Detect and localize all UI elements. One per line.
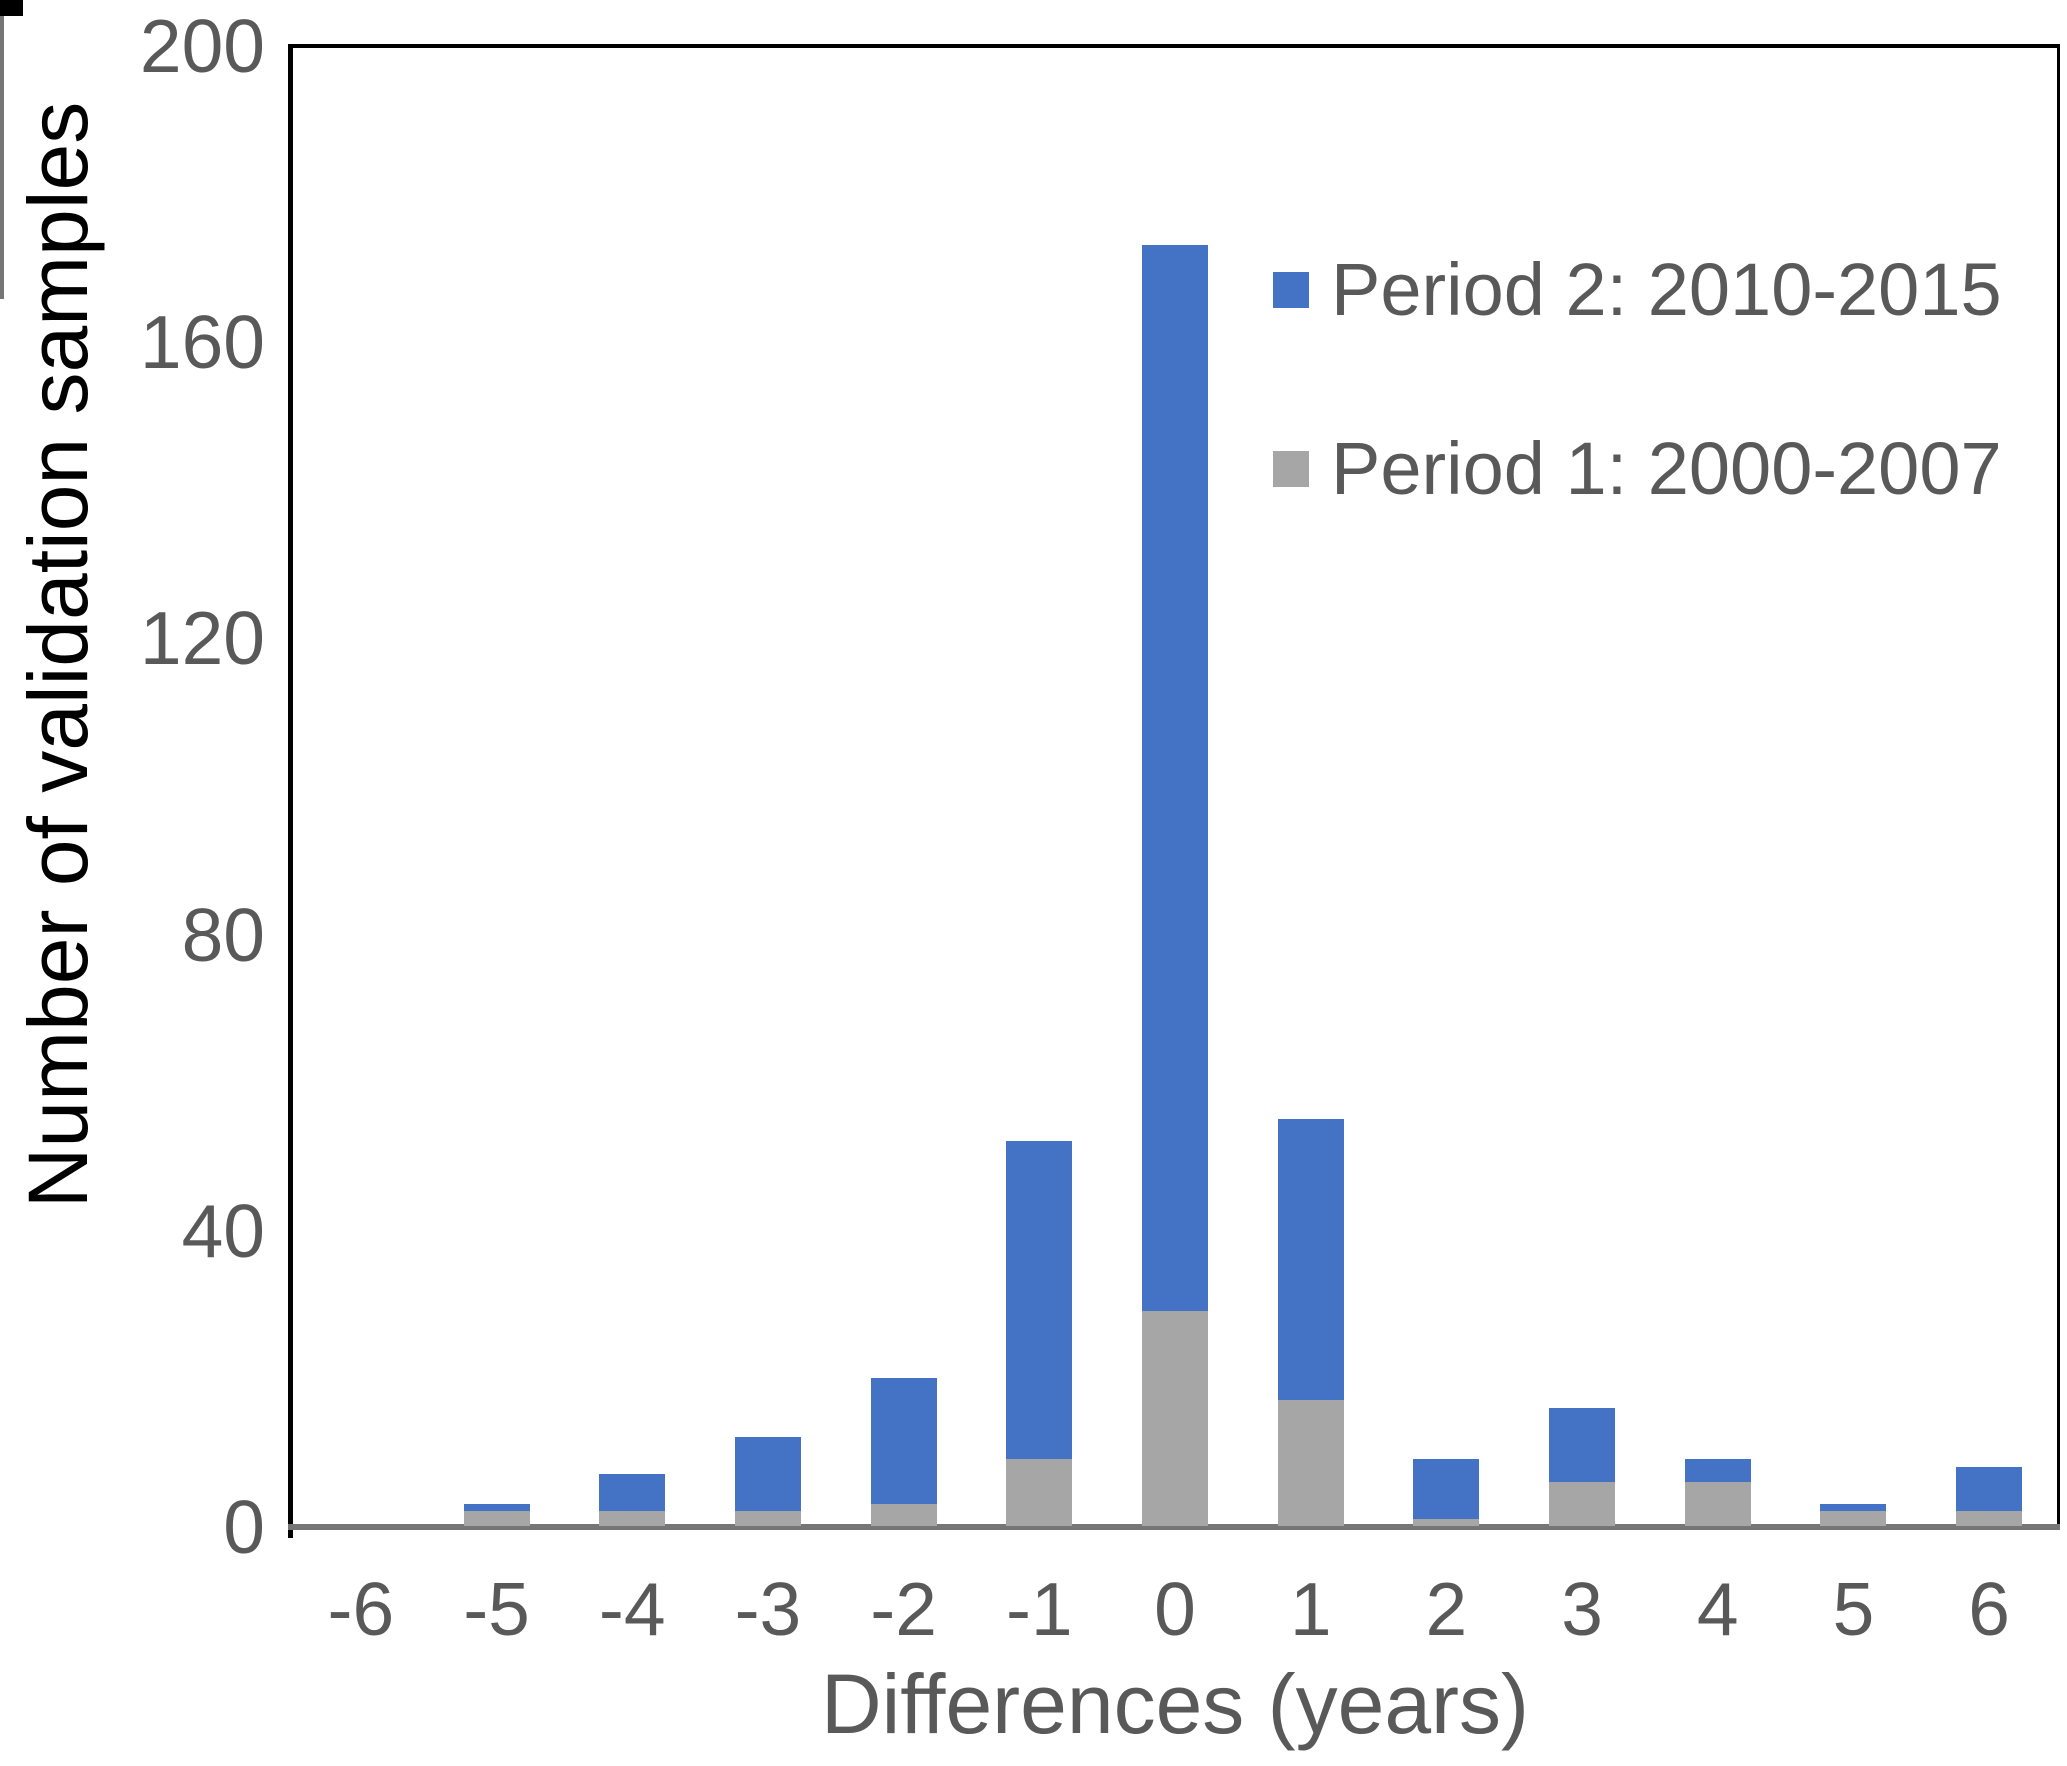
legend-label: Period 2: 2010-2015 [1331,248,2002,331]
y-axis-title: Number of validation samples [11,101,105,1209]
bar-period1-segment [1142,1311,1208,1526]
bar-period1-segment [1006,1459,1073,1526]
plot-top-border [288,44,2060,48]
x-tick-label: -2 [870,1567,937,1651]
x-tick-label: -3 [734,1567,802,1651]
x-tick-label: 5 [1832,1567,1875,1651]
y-axis-tick [0,8,23,12]
x-axis-tick [0,138,4,161]
x-axis-tick [0,23,4,46]
bar-period1-segment [1413,1518,1480,1526]
x-tick-label: -6 [327,1567,395,1651]
x-axis-tick [0,207,4,230]
x-axis-tick [0,253,4,276]
x-axis-tick [0,92,4,115]
bar-period2-segment [1956,1466,2023,1512]
bar-period1-segment [870,1503,937,1526]
x-tick-label: 1 [1289,1567,1332,1651]
bar-period1-segment [1956,1511,2023,1526]
x-axis-title: Differences (years) [820,1657,1529,1751]
bar-period1-segment [1549,1481,1616,1526]
bar-period2-segment [463,1503,530,1512]
legend-swatch-icon [1273,272,1309,308]
y-axis-tick [0,0,23,4]
x-axis-tick [0,161,4,184]
bar-period2-segment [1277,1118,1344,1401]
legend-row: Period 1: 2000-2007 [1273,432,2002,506]
y-tick-label: 40 [181,1188,265,1273]
bar-period2-segment [734,1437,801,1512]
plot-right-border [2057,44,2060,1527]
x-tick-label: 4 [1696,1567,1739,1651]
bar-period1-segment [1684,1481,1751,1526]
legend-row: Period 2: 2010-2015 [1273,253,2002,327]
y-axis-line [288,44,293,1538]
y-tick-label: 160 [139,300,265,385]
x-axis-line [288,1524,2060,1530]
y-axis-tick [0,4,23,8]
bar-period2-segment [1006,1140,1073,1460]
x-tick-label: -1 [1005,1567,1073,1651]
x-tick-label: 6 [1968,1567,2010,1651]
y-tick-label: 120 [139,596,265,681]
y-axis-title-wrap: Number of validation samples [0,102,653,1209]
x-tick-label: 3 [1561,1567,1603,1651]
x-axis-tick [0,276,4,299]
bar-period1-segment [1820,1511,1887,1526]
bar-period1-segment [734,1511,801,1526]
legend-swatch-icon [1273,451,1309,487]
x-axis-tick [0,69,4,92]
bar-period2-segment [1684,1459,1751,1482]
bar-period2-segment [599,1474,666,1512]
bar-period1-segment [599,1511,666,1526]
x-tick-label: -4 [598,1567,666,1651]
bar-period2-segment [1413,1459,1480,1519]
y-axis-tick [0,12,23,16]
bar-period1-segment [463,1511,530,1526]
y-tick-label: 200 [139,4,265,88]
x-axis-tick [0,230,4,253]
y-tick-label: 0 [223,1485,265,1569]
y-ticks-layer [0,0,23,16]
bar-period2-segment [1549,1407,1616,1482]
x-tick-label: 0 [1154,1567,1196,1651]
bar-period2-segment [1142,244,1208,1312]
x-tick-label: -5 [463,1567,530,1651]
y-tick-label: 80 [181,892,265,977]
bar-period2-segment [870,1377,937,1504]
bar-period1-segment [1277,1400,1344,1526]
legend-label: Period 1: 2000-2007 [1331,427,2002,510]
x-axis-tick [0,115,4,138]
x-axis-tick [0,46,4,69]
x-axis-tick [0,184,4,207]
x-ticks-layer [0,0,4,299]
x-tick-label: 2 [1425,1567,1468,1651]
bar-period2-segment [1820,1503,1887,1512]
